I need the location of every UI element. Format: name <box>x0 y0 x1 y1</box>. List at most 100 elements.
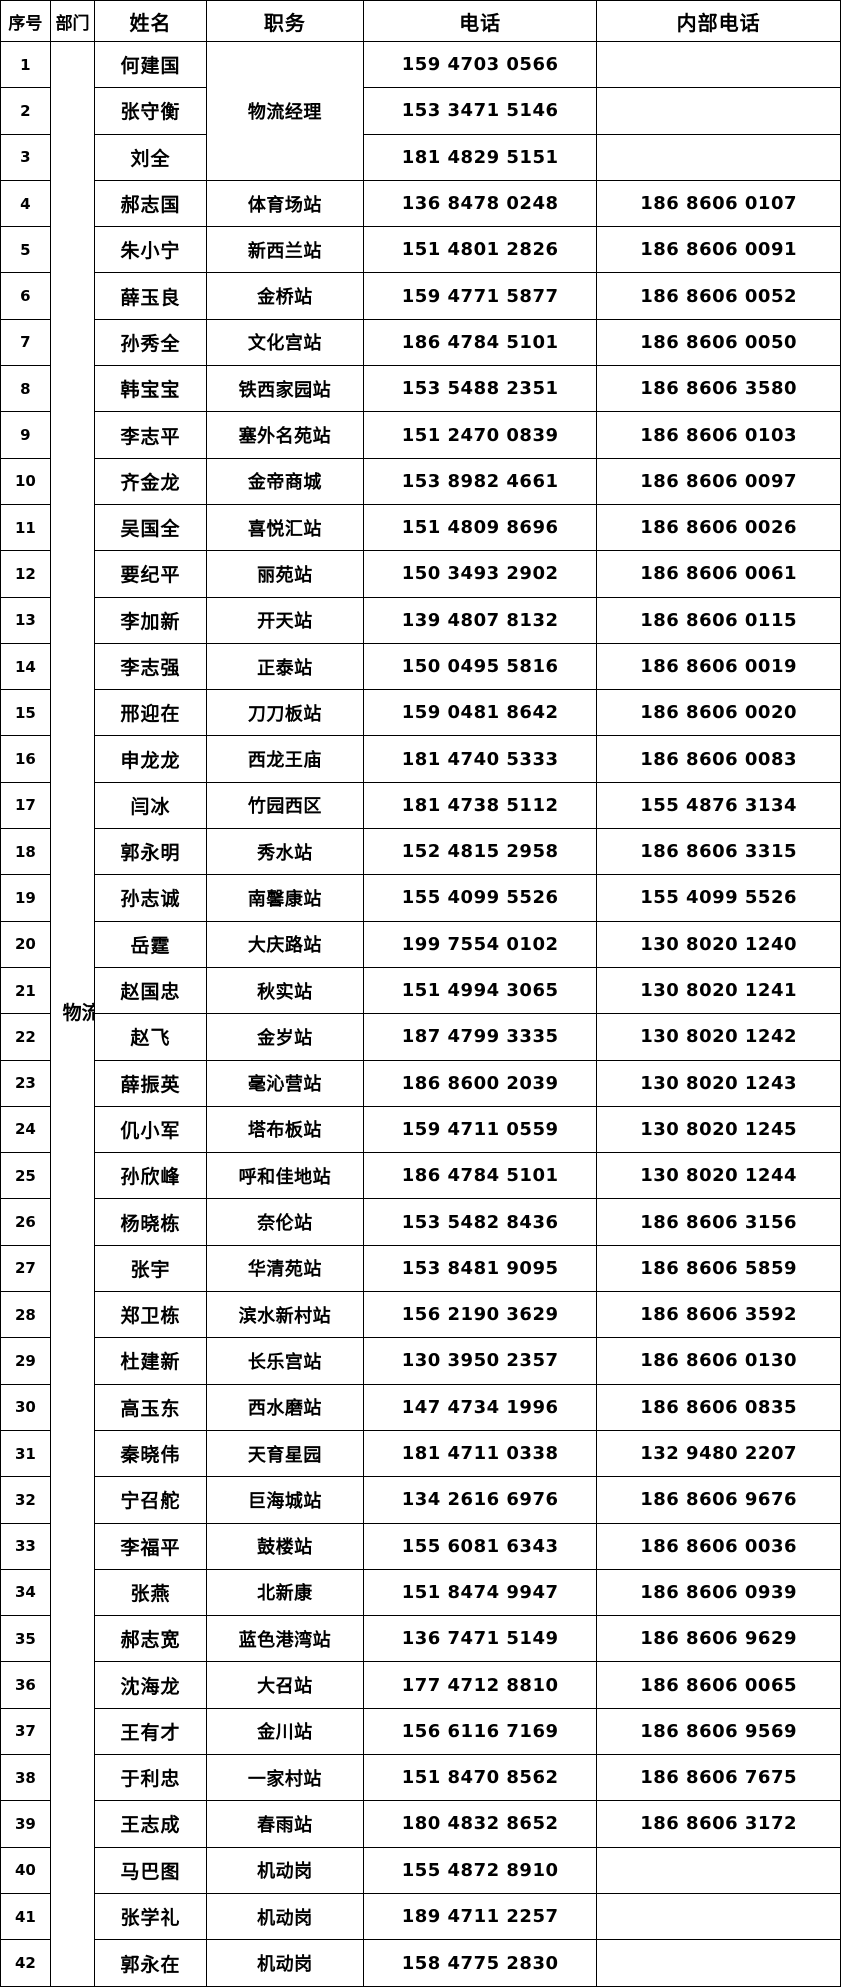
cell-post: 刀刀板站 <box>205 689 364 737</box>
cell-inner-phone: 186 8606 0115 <box>596 596 841 644</box>
table-row: 16 申龙龙 西龙王庙 181 4740 5333 186 8606 0083 <box>0 735 841 783</box>
cell-name: 杨晓栋 <box>94 1198 207 1246</box>
cell-name: 赵飞 <box>94 1013 207 1061</box>
cell-seq: 38 <box>0 1753 51 1802</box>
table-row: 23 薛振英 毫沁营站 186 8600 2039 130 8020 1243 <box>0 1059 841 1107</box>
cell-seq: 12 <box>0 550 51 598</box>
cell-seq: 11 <box>0 503 51 552</box>
cell-name: 孙志诚 <box>94 874 207 922</box>
cell-seq: 33 <box>0 1522 51 1570</box>
table-row: 11 吴国全 喜悦汇站 151 4809 8696 186 8606 0026 <box>0 503 841 552</box>
cell-seq: 7 <box>0 318 51 367</box>
cell-seq: 25 <box>0 1152 51 1200</box>
cell-seq: 8 <box>0 365 51 413</box>
table-row: 28 郑卫栋 滨水新村站 156 2190 3629 186 8606 3592 <box>0 1291 841 1339</box>
cell-inner-phone: 130 8020 1245 <box>596 1105 841 1154</box>
cell-phone: 150 3493 2902 <box>362 550 598 598</box>
cell-seq: 13 <box>0 596 51 644</box>
cell-inner-phone: 186 8606 0020 <box>596 689 841 737</box>
cell-post: 铁西家园站 <box>205 365 364 413</box>
cell-name: 于利忠 <box>94 1753 207 1802</box>
cell-name: 要纪平 <box>94 550 207 598</box>
cell-name: 李志强 <box>94 642 207 691</box>
cell-name: 郝志宽 <box>94 1615 207 1663</box>
cell-phone: 159 4711 0559 <box>362 1105 598 1154</box>
cell-phone: 186 4784 5101 <box>362 1152 598 1200</box>
cell-name: 宁召舵 <box>94 1476 207 1524</box>
table-row: 32 宁召舵 巨海城站 134 2616 6976 186 8606 9676 <box>0 1476 841 1524</box>
cell-inner-phone <box>596 133 841 181</box>
table-row: 15 邢迎在 刀刀板站 159 0481 8642 186 8606 0020 <box>0 689 841 737</box>
cell-name: 杜建新 <box>94 1337 207 1385</box>
cell-seq: 20 <box>0 920 51 968</box>
cell-phone: 153 8481 9095 <box>362 1244 598 1293</box>
cell-inner-phone: 186 8606 0939 <box>596 1568 841 1617</box>
cell-phone: 151 4801 2826 <box>362 226 598 274</box>
cell-seq: 4 <box>0 179 51 228</box>
cell-phone: 187 4799 3335 <box>362 1013 598 1061</box>
cell-phone: 151 8470 8562 <box>362 1753 598 1802</box>
cell-name: 张燕 <box>94 1568 207 1617</box>
cell-name: 吴国全 <box>94 503 207 552</box>
column-header-inner-phone: 内部电话 <box>596 0 841 42</box>
cell-inner-phone: 186 8606 3580 <box>596 365 841 413</box>
cell-seq: 17 <box>0 781 51 830</box>
table-row: 24 仉小军 塔布板站 159 4711 0559 130 8020 1245 <box>0 1105 841 1154</box>
cell-post: 喜悦汇站 <box>205 503 364 552</box>
table-row: 35 郝志宽 蓝色港湾站 136 7471 5149 186 8606 9629 <box>0 1615 841 1663</box>
table-row: 20 岳霆 大庆路站 199 7554 0102 130 8020 1240 <box>0 920 841 968</box>
cell-inner-phone: 155 4876 3134 <box>596 781 841 830</box>
cell-seq: 28 <box>0 1291 51 1339</box>
cell-seq: 23 <box>0 1059 51 1107</box>
table-row: 6 薛玉良 金桥站 159 4771 5877 186 8606 0052 <box>0 272 841 320</box>
cell-inner-phone <box>596 87 841 135</box>
cell-post: 北新康 <box>205 1568 364 1617</box>
table-row: 4 郝志国 体育场站 136 8478 0248 186 8606 0107 <box>0 179 841 228</box>
cell-phone: 153 3471 5146 <box>362 87 598 135</box>
table-row: 40 马巴图 机动岗 155 4872 8910 <box>0 1846 841 1894</box>
cell-post: 蓝色港湾站 <box>205 1615 364 1663</box>
cell-inner-phone <box>596 1939 841 1987</box>
cell-post: 正泰站 <box>205 642 364 691</box>
header-row: 序号 部门 姓名 职务 电话 内部电话 <box>0 0 841 42</box>
cell-seq: 18 <box>0 828 51 876</box>
table-row: 37 王有才 金川站 156 6116 7169 186 8606 9569 <box>0 1707 841 1755</box>
cell-name: 薛玉良 <box>94 272 207 320</box>
column-header-seq: 序号 <box>0 0 51 42</box>
cell-inner-phone: 186 8606 0050 <box>596 318 841 367</box>
cell-inner-phone: 186 8606 5859 <box>596 1244 841 1293</box>
cell-phone: 153 5488 2351 <box>362 365 598 413</box>
cell-name: 岳霆 <box>94 920 207 968</box>
cell-phone: 151 4809 8696 <box>362 503 598 552</box>
cell-seq: 21 <box>0 966 51 1015</box>
column-header-phone: 电话 <box>362 0 598 42</box>
cell-post: 金桥站 <box>205 272 364 320</box>
cell-phone: 155 6081 6343 <box>362 1522 598 1570</box>
cell-inner-phone: 186 8606 0083 <box>596 735 841 783</box>
cell-inner-phone: 186 8606 9569 <box>596 1707 841 1755</box>
cell-post: 巨海城站 <box>205 1476 364 1524</box>
cell-name: 闫冰 <box>94 781 207 830</box>
cell-inner-phone: 186 8606 0052 <box>596 272 841 320</box>
table-row: 29 杜建新 长乐宫站 130 3950 2357 186 8606 0130 <box>0 1337 841 1385</box>
table-row: 34 张燕 北新康 151 8474 9947 186 8606 0939 <box>0 1568 841 1617</box>
cell-seq: 10 <box>0 457 51 505</box>
cell-inner-phone: 186 8606 0026 <box>596 503 841 552</box>
cell-inner-phone: 186 8606 0103 <box>596 411 841 459</box>
cell-phone: 181 4738 5112 <box>362 781 598 830</box>
cell-seq: 1 <box>0 40 51 89</box>
cell-inner-phone: 132 9480 2207 <box>596 1429 841 1478</box>
cell-phone: 152 4815 2958 <box>362 828 598 876</box>
column-header-name: 姓名 <box>94 0 207 42</box>
cell-inner-phone <box>596 40 841 89</box>
cell-phone: 186 8600 2039 <box>362 1059 598 1107</box>
cell-seq: 27 <box>0 1244 51 1293</box>
table-row: 41 张学礼 机动岗 189 4711 2257 <box>0 1892 841 1941</box>
cell-name: 何建国 <box>94 40 207 89</box>
cell-post: 毫沁营站 <box>205 1059 364 1107</box>
cell-phone: 159 4771 5877 <box>362 272 598 320</box>
cell-name: 薛振英 <box>94 1059 207 1107</box>
cell-post: 文化宫站 <box>205 318 364 367</box>
